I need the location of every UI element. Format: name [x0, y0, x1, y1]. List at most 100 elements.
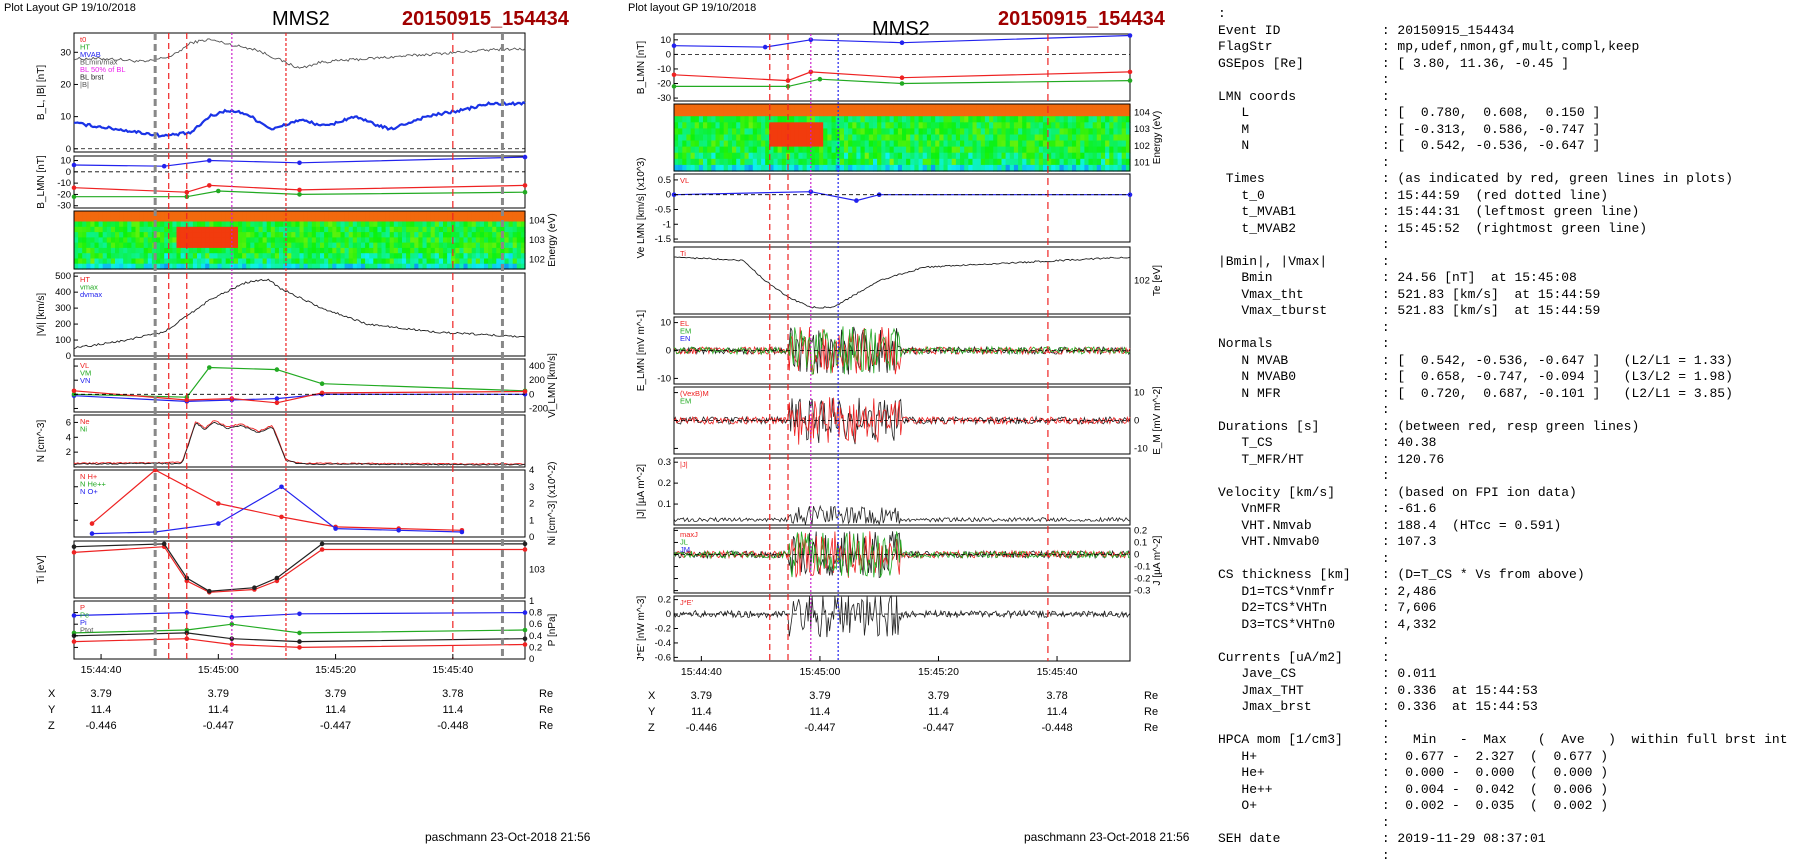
heatmap-cell	[291, 258, 296, 265]
heatmap-cell	[369, 258, 374, 265]
heatmap-cell	[831, 134, 837, 142]
heatmap-cell	[451, 258, 456, 265]
heatmap-cell	[496, 221, 501, 228]
heatmap-cell	[873, 158, 878, 166]
heatmap-cell	[422, 221, 428, 228]
heatmap-cell	[119, 242, 124, 249]
heatmap-cell	[348, 253, 354, 260]
heatmap-cell	[139, 263, 145, 270]
heatmap-cell	[197, 253, 202, 260]
heatmap-cell	[1109, 116, 1114, 123]
heatmap-cell	[303, 232, 309, 238]
heatmap-cell	[1121, 158, 1127, 166]
heatmap-cell	[508, 226, 514, 233]
heatmap-cell	[910, 140, 915, 148]
heatmap-cell	[703, 134, 708, 142]
heatmap-cell	[484, 237, 489, 244]
heatmap-cell	[715, 158, 721, 166]
heatmap-cell	[955, 110, 961, 117]
heatmap-cell	[180, 263, 186, 270]
heatmap-cell	[1042, 140, 1048, 148]
heatmap-cell	[381, 237, 387, 244]
heatmap-cell	[960, 110, 965, 117]
heatmap-cell	[989, 116, 994, 123]
heatmap-cell	[307, 247, 313, 254]
heatmap-cell	[1072, 110, 1077, 117]
heatmap-cell	[160, 216, 165, 223]
heatmap-cell	[976, 134, 982, 142]
heatmap-cell	[451, 253, 456, 260]
heatmap-cell	[1067, 116, 1073, 123]
heatmap-cell	[328, 253, 333, 260]
heatmap-cell	[1076, 110, 1081, 117]
heatmap-cell	[935, 164, 940, 172]
heatmap-cell	[893, 158, 899, 166]
heatmap-cell	[752, 110, 758, 117]
heatmap-cell	[1084, 104, 1090, 111]
heatmap-cell	[918, 104, 924, 111]
heatmap-cell	[348, 232, 354, 238]
heatmap-cell	[311, 211, 317, 217]
heatmap-cell	[960, 122, 965, 129]
heatmap-cell	[926, 104, 932, 111]
heatmap-cell	[698, 134, 704, 142]
heatmap-cell	[960, 164, 965, 172]
heatmap-cell	[1022, 122, 1027, 129]
heatmap-cell	[287, 237, 292, 244]
heatmap-cell	[723, 158, 729, 166]
heatmap-cell	[471, 221, 477, 228]
heatmap-cell	[512, 226, 518, 233]
heatmap-cell	[839, 146, 845, 154]
heatmap-cell	[479, 247, 485, 254]
heatmap-cell	[422, 216, 428, 223]
heatmap-cell	[740, 116, 745, 123]
heatmap-cell	[143, 237, 149, 244]
heatmap-cell	[798, 152, 804, 160]
heatmap-cell	[430, 226, 436, 233]
heatmap-cell	[806, 116, 812, 123]
heatmap-cell	[926, 128, 932, 136]
heatmap-cell	[852, 140, 857, 148]
heatmap-cell	[414, 263, 419, 270]
heatmap-cell	[98, 226, 104, 233]
heatmap-cell	[814, 146, 820, 154]
heatmap-cell	[943, 164, 949, 172]
heatmap-cell	[781, 128, 787, 136]
heatmap-cell	[748, 122, 754, 129]
heatmap-cell	[373, 237, 378, 244]
heatmap-cell	[781, 104, 787, 111]
heatmap-cell	[935, 152, 940, 160]
heatmap-cell	[727, 116, 733, 123]
heatmap-cell	[443, 226, 448, 233]
heatmap-cell	[989, 122, 994, 129]
heatmap-cell	[773, 164, 779, 172]
heatmap-cell	[508, 258, 514, 265]
heatmap-cell	[678, 140, 683, 148]
heatmap-cell	[844, 164, 849, 172]
info-row: N : [ 0.542, -0.536, -0.647 ]	[1241, 138, 1601, 153]
heatmap-cell	[389, 253, 395, 260]
heatmap-cell	[492, 253, 497, 260]
heatmap-cell	[463, 216, 469, 223]
series-point	[297, 160, 302, 166]
heatmap-cell	[184, 237, 190, 244]
heatmap-cell	[443, 247, 448, 254]
heatmap-cell	[935, 104, 940, 111]
legend-entry: (VexB)M	[680, 389, 709, 398]
heatmap-cell	[926, 110, 932, 117]
heatmap-cell	[385, 258, 391, 265]
legend-entry: VL	[80, 361, 89, 370]
position-value: 3.79	[928, 690, 949, 702]
heatmap-cell	[344, 226, 350, 233]
heatmap-cell	[520, 253, 526, 260]
heatmap-cell	[873, 164, 878, 172]
heatmap-cell	[127, 258, 132, 265]
heatmap-cell	[819, 122, 824, 129]
heatmap-cell	[1105, 158, 1110, 166]
heatmap-cell	[1067, 134, 1073, 142]
heatmap-cell	[931, 164, 936, 172]
heatmap-cell	[488, 216, 493, 223]
heatmap-cell	[352, 253, 358, 260]
series-point	[229, 642, 235, 647]
